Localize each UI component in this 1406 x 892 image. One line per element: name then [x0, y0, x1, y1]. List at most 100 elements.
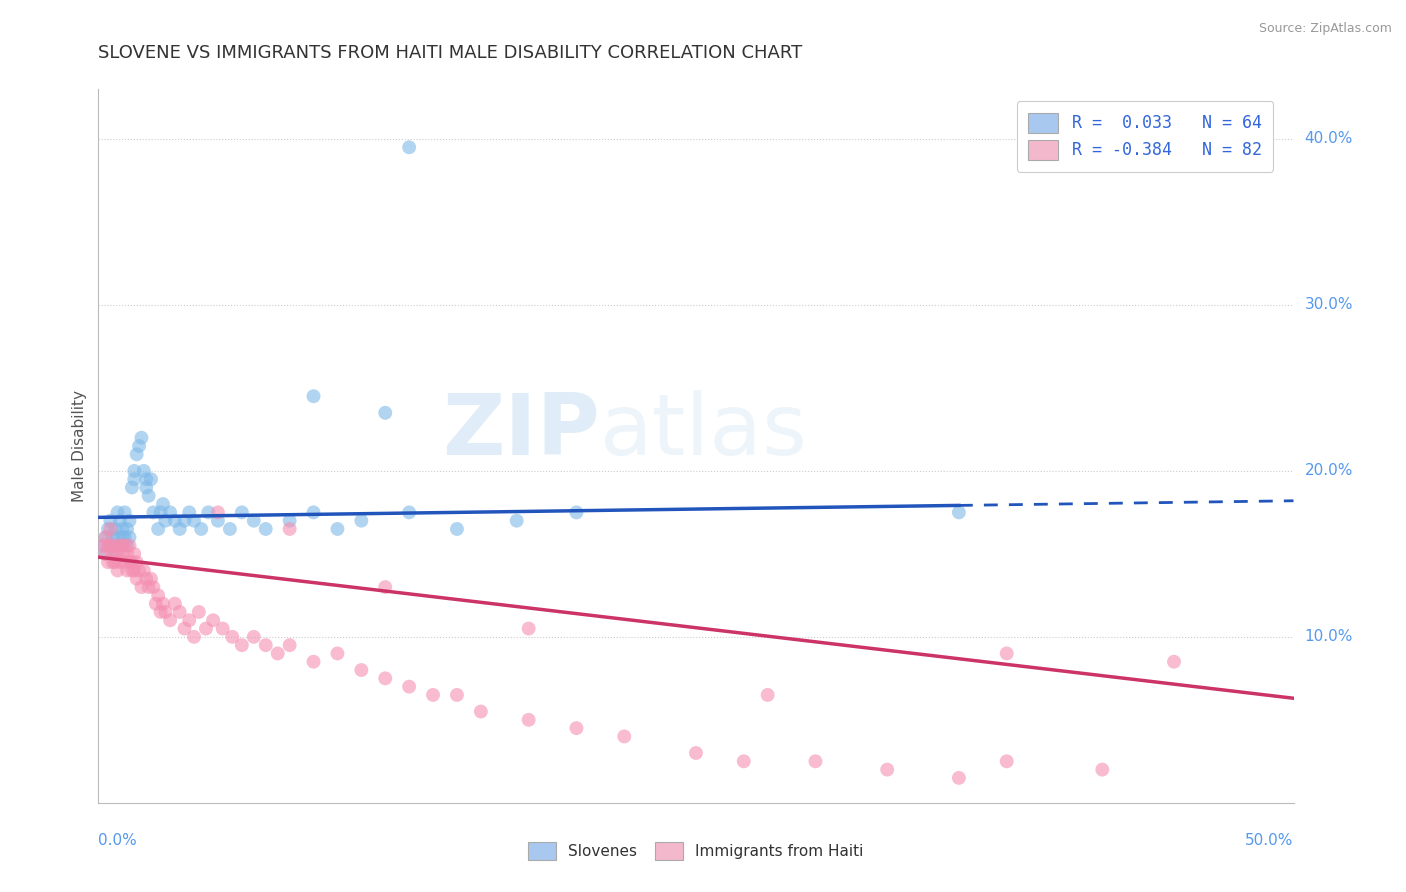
Point: [422, 688, 444, 702]
Point: [398, 680, 420, 694]
Point: [121, 481, 143, 495]
Point: [139, 572, 162, 586]
Point: [159, 613, 181, 627]
Point: [108, 514, 131, 528]
Point: [183, 514, 205, 528]
Point: [98, 539, 122, 553]
Point: [506, 514, 529, 528]
Legend: Slovenes, Immigrants from Haiti: Slovenes, Immigrants from Haiti: [522, 836, 870, 866]
Point: [995, 754, 1018, 768]
Point: [149, 505, 172, 519]
Point: [948, 505, 970, 519]
Point: [326, 647, 349, 661]
Point: [94, 547, 117, 561]
Point: [111, 539, 134, 553]
Point: [219, 522, 242, 536]
Point: [98, 522, 122, 536]
Point: [302, 389, 325, 403]
Point: [565, 505, 588, 519]
Point: [118, 530, 141, 544]
Point: [446, 688, 468, 702]
Point: [104, 555, 127, 569]
Point: [111, 530, 134, 544]
Point: [101, 547, 124, 561]
Point: [115, 564, 138, 578]
Point: [374, 406, 396, 420]
Point: [108, 539, 131, 553]
Point: [207, 514, 229, 528]
Point: [302, 505, 325, 519]
Point: [302, 655, 325, 669]
Y-axis label: Male Disability: Male Disability: [72, 390, 87, 502]
Point: [124, 472, 146, 486]
Point: [107, 505, 129, 519]
Point: [211, 622, 233, 636]
Point: [107, 530, 129, 544]
Point: [148, 588, 170, 602]
Point: [138, 489, 160, 503]
Point: [948, 771, 970, 785]
Point: [149, 605, 172, 619]
Point: [231, 638, 253, 652]
Point: [115, 539, 138, 553]
Point: [155, 605, 177, 619]
Point: [187, 605, 209, 619]
Point: [169, 522, 191, 536]
Point: [565, 721, 588, 735]
Point: [613, 730, 636, 744]
Point: [115, 547, 138, 561]
Point: [125, 555, 148, 569]
Point: [135, 572, 157, 586]
Point: [374, 671, 396, 685]
Point: [111, 547, 134, 561]
Point: [131, 580, 153, 594]
Point: [135, 472, 157, 486]
Point: [94, 547, 117, 561]
Point: [111, 522, 134, 536]
Point: [517, 622, 540, 636]
Point: [125, 447, 148, 461]
Point: [124, 464, 146, 478]
Point: [231, 505, 253, 519]
Point: [169, 605, 191, 619]
Point: [173, 514, 195, 528]
Point: [97, 555, 120, 569]
Point: [94, 530, 117, 544]
Text: SLOVENE VS IMMIGRANTS FROM HAITI MALE DISABILITY CORRELATION CHART: SLOVENE VS IMMIGRANTS FROM HAITI MALE DI…: [98, 45, 803, 62]
Text: atlas: atlas: [600, 390, 808, 474]
Point: [111, 539, 134, 553]
Point: [243, 630, 266, 644]
Point: [243, 514, 266, 528]
Point: [104, 539, 127, 553]
Point: [108, 539, 131, 553]
Text: 30.0%: 30.0%: [1305, 297, 1353, 312]
Point: [804, 754, 827, 768]
Text: 0.0%: 0.0%: [98, 833, 138, 848]
Point: [685, 746, 707, 760]
Point: [517, 713, 540, 727]
Point: [278, 522, 301, 536]
Point: [254, 638, 277, 652]
Point: [104, 522, 127, 536]
Point: [173, 622, 195, 636]
Point: [114, 539, 136, 553]
Point: [107, 547, 129, 561]
Point: [183, 630, 205, 644]
Point: [350, 514, 373, 528]
Point: [179, 505, 201, 519]
Point: [350, 663, 373, 677]
Point: [326, 522, 349, 536]
Point: [1163, 655, 1185, 669]
Point: [148, 522, 170, 536]
Point: [115, 522, 138, 536]
Point: [135, 481, 157, 495]
Point: [446, 522, 468, 536]
Text: ZIP: ZIP: [443, 390, 600, 474]
Point: [114, 505, 136, 519]
Text: 20.0%: 20.0%: [1305, 463, 1353, 478]
Point: [108, 555, 131, 569]
Point: [179, 613, 201, 627]
Point: [202, 613, 225, 627]
Point: [124, 564, 146, 578]
Point: [114, 530, 136, 544]
